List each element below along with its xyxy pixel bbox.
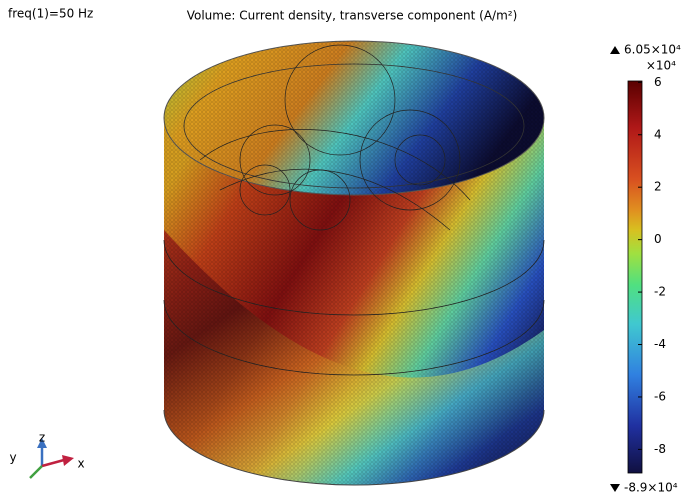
colorbar-tick-label: -2 [654,285,666,299]
colorbar-tick-label: 0 [654,232,662,246]
axis-label-y: y [9,451,16,465]
colorbar-multiplier: ×10⁴ [646,59,676,73]
colorbar-tick-label: -6 [654,389,666,403]
colorbar-tick-label: -4 [654,337,666,351]
inner-rim [183,63,525,189]
plot-title: Volume: Current density, transverse comp… [187,9,518,23]
internal-wireframe [199,44,471,231]
colorbar-min: -8.9×10⁴ [624,481,678,495]
colorbar-max: 6.05×10⁴ [624,43,681,57]
colorbar-tick-label: 6 [654,75,662,89]
colorbar-tick-label: 2 [654,180,662,194]
axis-label-z: z [39,431,45,445]
coil-texture [164,120,544,485]
colorbar-tick-label: -8 [654,442,666,456]
cylinder-render [163,40,545,486]
axis-label-x: x [77,457,84,471]
colorbar-gradient [627,80,643,474]
colorbar-tick-label: 4 [654,127,662,141]
top-texture [164,41,544,195]
axes-triad: z x y [9,431,85,479]
colorbar: 6.05×10⁴ ×10⁴ -8.9×10⁴ 6 4 2 0 -2 -4 -6 -8 [610,43,681,495]
frequency-label: freq(1)=50 Hz [8,7,93,21]
